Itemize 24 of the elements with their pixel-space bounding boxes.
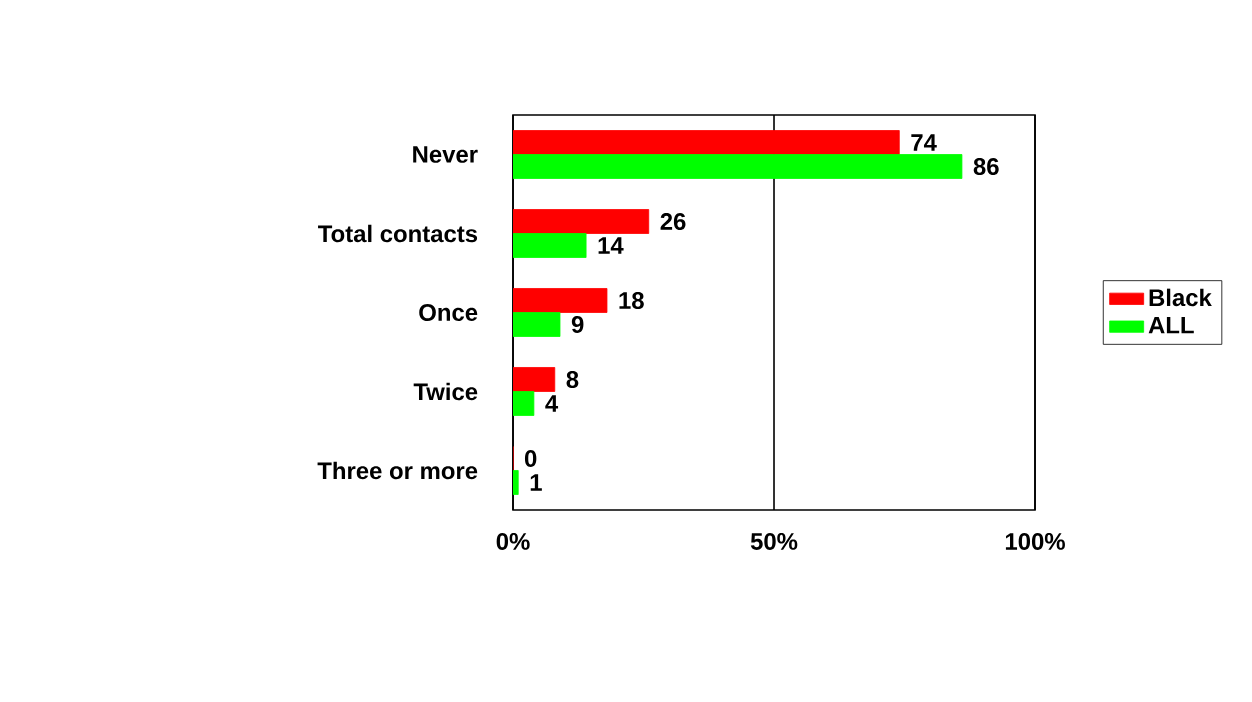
bar xyxy=(513,288,608,313)
y-tick-label: Twice xyxy=(413,382,478,401)
data-label: 74 xyxy=(911,134,937,151)
y-tick-label: Once xyxy=(419,304,478,321)
data-label: 14 xyxy=(598,237,624,254)
data-label: 1 xyxy=(530,474,542,491)
bar xyxy=(513,367,556,392)
y-tick-label: Total contacts xyxy=(318,224,478,243)
data-label: 86 xyxy=(973,158,999,175)
bar xyxy=(513,130,900,155)
y-tick-label: Three or more xyxy=(317,461,478,480)
legend-label: Black xyxy=(1149,288,1212,307)
data-label: 4 xyxy=(545,395,559,412)
data-label: 18 xyxy=(619,292,644,309)
x-tick-label: 50% xyxy=(750,532,798,550)
bar xyxy=(513,209,650,234)
legend-label: ALL xyxy=(1148,316,1194,334)
data-label: 26 xyxy=(660,213,686,230)
data-label: 0 xyxy=(524,450,537,467)
data-label: 9 xyxy=(571,316,584,333)
data-label: 8 xyxy=(566,371,579,388)
x-tick-label: 100% xyxy=(1005,532,1065,550)
y-tick-label: Never xyxy=(413,146,478,163)
x-tick-label: 0% xyxy=(496,532,530,550)
